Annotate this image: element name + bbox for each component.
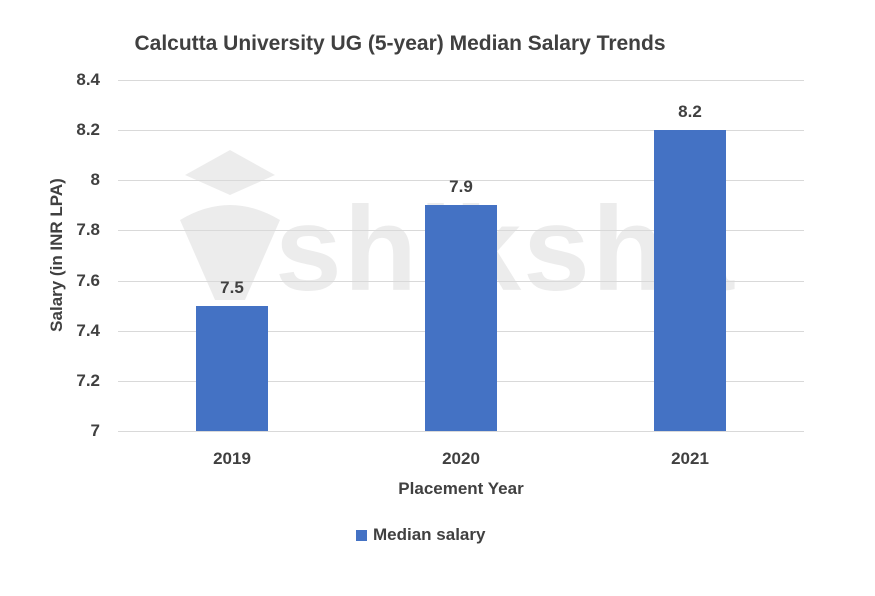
y-tick-label: 7 [90, 421, 100, 440]
y-tick-label: 7.2 [76, 371, 100, 390]
x-tick-label-2020: 2020 [442, 449, 480, 468]
legend-label: Median salary [373, 525, 486, 544]
y-tick-label: 8.2 [76, 120, 100, 139]
watermark-logo: shiksha [175, 150, 734, 330]
gridline [118, 180, 804, 181]
gridline [118, 431, 804, 432]
x-tick-label-2019: 2019 [213, 449, 251, 468]
bar-2020 [425, 205, 497, 431]
legend-swatch-median-salary [356, 529, 367, 541]
y-tick-label: 7.6 [76, 271, 100, 290]
y-tick-label: 8.4 [76, 70, 100, 89]
y-axis-label: Salary (in INR LPA) [47, 178, 66, 332]
y-tick-label: 7.8 [76, 220, 100, 239]
y-tick-label: 8 [90, 170, 100, 189]
chart-title: Calcutta University UG (5-year) Median S… [134, 32, 666, 55]
x-tick-label-2021: 2021 [671, 449, 709, 468]
bar-2021 [654, 130, 726, 431]
legend: Median salary [356, 525, 485, 545]
data-label-2019: 7.5 [220, 278, 244, 297]
x-axis-label: Placement Year [398, 479, 524, 498]
gridline [118, 130, 804, 131]
gridline [118, 80, 804, 81]
y-tick-label: 7.4 [76, 321, 100, 340]
graduation-cap-icon [180, 150, 280, 300]
bar-2019 [196, 306, 268, 431]
data-label-2021: 8.2 [678, 102, 702, 121]
data-label-2020: 7.9 [449, 177, 473, 196]
